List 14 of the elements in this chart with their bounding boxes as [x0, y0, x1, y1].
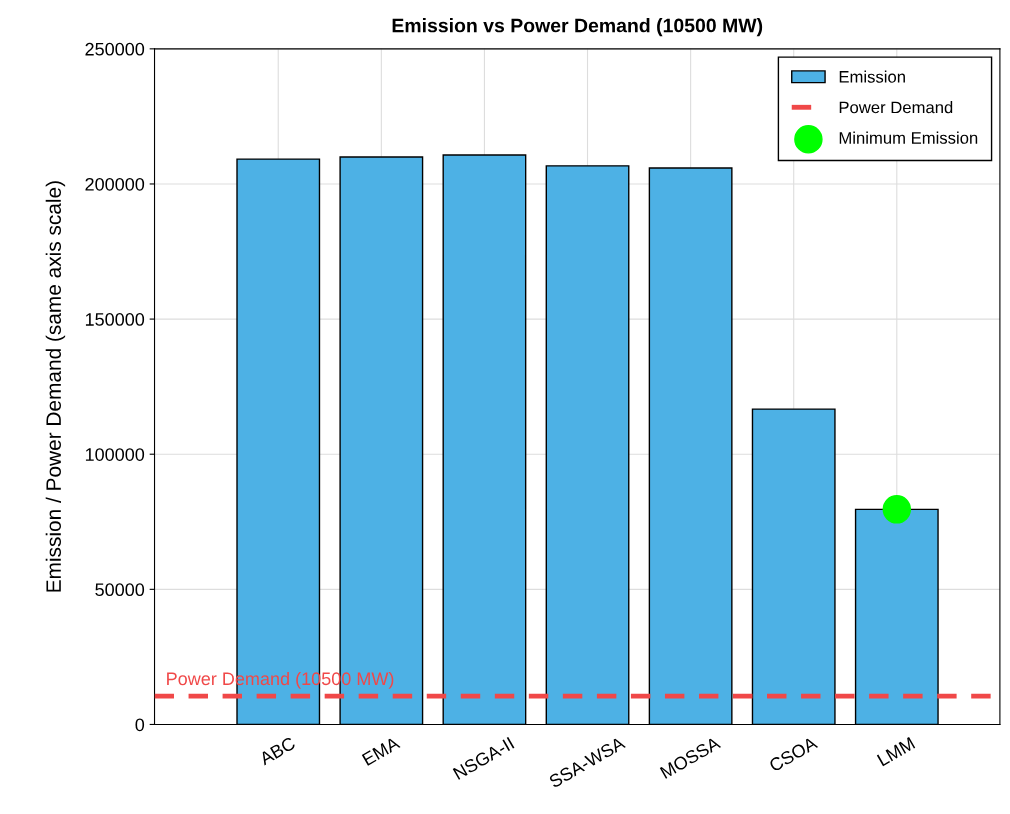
x-tick-label: LMM [876, 736, 916, 767]
y-tick-label: 0 [135, 718, 145, 732]
legend-label: Minimum Emission [839, 131, 978, 144]
y-tick-label: 250000 [85, 42, 145, 56]
y-tick-label: 100000 [85, 448, 145, 461]
legend-title: Power Demand [839, 101, 953, 114]
x-tick-label: EMA [361, 736, 401, 766]
y-tick-label: 50000 [95, 583, 145, 597]
y-tick-label: 150000 [85, 313, 145, 326]
y-tick-label: 200000 [85, 177, 145, 191]
legend-label: Emission [839, 70, 905, 83]
y-axis-title: Emission / Power Demand (same axis scale) [45, 181, 66, 592]
chart-title: Emission vs Power Demand (10500 MW) [392, 18, 763, 37]
x-tick-label: ABC [258, 736, 297, 766]
